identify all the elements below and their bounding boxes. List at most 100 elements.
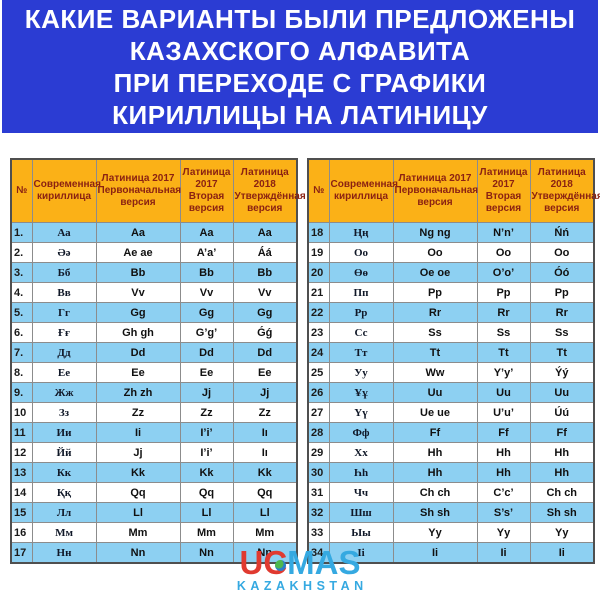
latin-2017-v2: A’a’ <box>179 242 234 263</box>
logo-letter-c: C <box>263 546 287 579</box>
latin-2018: Mm <box>232 522 298 543</box>
table-row: 26 Ұұ Uu Uu Uu <box>307 382 595 403</box>
latin-2018: Ee <box>232 362 298 383</box>
column-header: Латиница 2018 Утверждённая версия <box>529 158 600 223</box>
latin-2017-v2: U’u’ <box>476 402 531 423</box>
table-row: 23 Сс Ss Ss Ss <box>307 322 595 343</box>
latin-2017-v1: Ng ng <box>392 222 478 243</box>
title-line: КАКИЕ ВАРИАНТЫ БЫЛИ ПРЕДЛОЖЕНЫ <box>24 3 576 34</box>
latin-2017-v2: Ff <box>476 422 531 443</box>
table-row: 18 Ңң Ng ng N’n’ Ńń <box>307 222 595 243</box>
cyrillic-letter: Хх <box>328 442 394 463</box>
latin-2017-v1: Oe oe <box>392 262 478 283</box>
logo-wordmark: U C MAS <box>239 546 360 579</box>
latin-2017-v1: Rr <box>392 302 478 323</box>
cyrillic-letter: Һһ <box>328 462 394 483</box>
table-row: 11 Ии Ii I’i’ Iı <box>10 422 298 443</box>
table-row: 14 Ққ Qq Qq Qq <box>10 482 298 503</box>
row-number: 14 <box>10 482 33 503</box>
title-line: КАЗАХСКОГО АЛФАВИТА <box>129 35 471 66</box>
row-number: 1. <box>10 222 33 243</box>
cyrillic-letter: Ғғ <box>31 322 97 343</box>
row-number: 22 <box>307 302 330 323</box>
latin-2017-v1: Ue ue <box>392 402 478 423</box>
latin-2018: Hh <box>529 462 595 483</box>
latin-2018: Iı <box>232 422 298 443</box>
row-number: 33 <box>307 522 330 543</box>
latin-2017-v2: Ii <box>476 542 531 564</box>
table-row: 1. Аа Aa Aa Aa <box>10 222 298 243</box>
row-number: 32 <box>307 502 330 523</box>
latin-2017-v2: Zz <box>179 402 234 423</box>
latin-2018: Nn <box>232 542 298 564</box>
latin-2017-v2: Rr <box>476 302 531 323</box>
latin-2017-v2: Nn <box>179 542 234 564</box>
latin-2017-v1: Hh <box>392 442 478 463</box>
latin-2018: Bb <box>232 262 298 283</box>
cyrillic-letter: Сс <box>328 322 394 343</box>
latin-2017-v2: Yy <box>476 522 531 543</box>
logo-subtitle: KAZAKHSTAN <box>236 579 368 593</box>
cyrillic-letter: Аа <box>31 222 97 243</box>
latin-2018: Ll <box>232 502 298 523</box>
title-line: ПРИ ПЕРЕХОДЕ С ГРАФИКИ <box>113 67 487 98</box>
ucmas-logo: U C MAS KAZAKHSTAN <box>0 546 600 593</box>
globe-icon <box>275 560 287 571</box>
latin-2017-v1: Qq <box>95 482 181 503</box>
latin-2018: Qq <box>232 482 298 503</box>
latin-2018: Áá <box>232 242 298 263</box>
table-row: 22 Рр Rr Rr Rr <box>307 302 595 323</box>
table-row: 6. Ғғ Gh gh G’g’ Ǵǵ <box>10 322 298 343</box>
row-number: 30 <box>307 462 330 483</box>
cyrillic-letter: Бб <box>31 262 97 283</box>
latin-2018: Ii <box>529 542 595 564</box>
table-row: 8. Ее Ee Ee Ee <box>10 362 298 383</box>
table-row: 21 Пп Pp Pp Pp <box>307 282 595 303</box>
cyrillic-letter: Ее <box>31 362 97 383</box>
cyrillic-letter: Пп <box>328 282 394 303</box>
row-number: 25 <box>307 362 330 383</box>
cyrillic-letter: Ұұ <box>328 382 394 403</box>
cyrillic-letter: Ққ <box>31 482 97 503</box>
table-row: 2. Әә Ae ae A’a’ Áá <box>10 242 298 263</box>
latin-2018: Kk <box>232 462 298 483</box>
cyrillic-letter: Чч <box>328 482 394 503</box>
cyrillic-letter: Лл <box>31 502 97 523</box>
latin-2017-v2: N’n’ <box>476 222 531 243</box>
latin-2017-v1: Dd <box>95 342 181 363</box>
table-row: 15 Лл Ll Ll Ll <box>10 502 298 523</box>
latin-2017-v2: Dd <box>179 342 234 363</box>
latin-2017-v2: Hh <box>476 442 531 463</box>
row-number: 4. <box>10 282 33 303</box>
latin-2018: Gg <box>232 302 298 323</box>
latin-2017-v2: Hh <box>476 462 531 483</box>
table-row: 27 Үү Ue ue U’u’ Úú <box>307 402 595 423</box>
latin-2018: Aa <box>232 222 298 243</box>
alphabet-table-left: № Современная кириллица Латиница 2017 Перв… <box>10 158 306 564</box>
column-header: Латиница 2018 Утверждённая версия <box>232 158 306 223</box>
latin-2017-v1: Yy <box>392 522 478 543</box>
cyrillic-letter: Ңң <box>328 222 394 243</box>
latin-2017-v2: Qq <box>179 482 234 503</box>
latin-2017-v1: Ll <box>95 502 181 523</box>
cyrillic-letter: Нн <box>31 542 97 564</box>
row-number: 31 <box>307 482 330 503</box>
row-number: 28 <box>307 422 330 443</box>
row-number: 17 <box>10 542 33 564</box>
latin-2017-v2: I’i’ <box>179 442 234 463</box>
latin-2017-v1: Kk <box>95 462 181 483</box>
latin-2018: Úú <box>529 402 595 423</box>
latin-2017-v2: Kk <box>179 462 234 483</box>
latin-2017-v2: Ss <box>476 322 531 343</box>
cyrillic-letter: Оо <box>328 242 394 263</box>
alphabet-table-right: № Современная кириллица Латиница 2017 Перв… <box>307 158 600 564</box>
row-number: 7. <box>10 342 33 363</box>
table-row: 29 Хх Hh Hh Hh <box>307 442 595 463</box>
table-row: 3. Бб Bb Bb Bb <box>10 262 298 283</box>
latin-2017-v1: Zh zh <box>95 382 181 403</box>
row-number: 12 <box>10 442 33 463</box>
cyrillic-letter: Фф <box>328 422 394 443</box>
latin-2017-v1: Uu <box>392 382 478 403</box>
cyrillic-letter: Ыы <box>328 522 394 543</box>
column-header: Латиница 2017 Вторая версия <box>179 158 234 223</box>
